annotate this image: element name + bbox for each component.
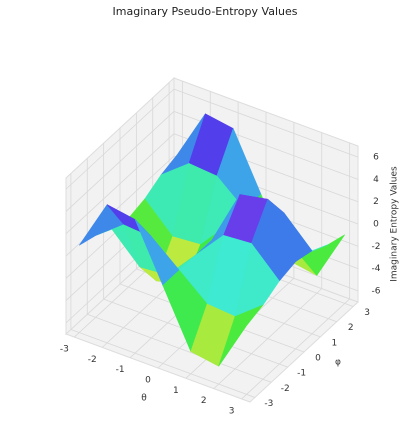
grid-line bbox=[70, 329, 256, 398]
grid-line bbox=[65, 111, 175, 212]
z-tick-label: -4 bbox=[372, 264, 381, 274]
x-axis-label: θ bbox=[141, 394, 147, 404]
y-tick-label: 3 bbox=[364, 308, 370, 318]
z-tick-label: 0 bbox=[373, 220, 379, 230]
surface-patch bbox=[218, 304, 264, 367]
grid-line bbox=[87, 313, 272, 383]
grid-line bbox=[173, 88, 359, 158]
z-tick-label: -6 bbox=[372, 286, 381, 296]
surface bbox=[79, 113, 345, 367]
x-tick-label: 1 bbox=[173, 386, 179, 396]
y-tick-label: -3 bbox=[264, 399, 273, 409]
y-tick-label: 1 bbox=[331, 338, 337, 348]
grid-line bbox=[65, 133, 175, 235]
x-tick-label: 3 bbox=[229, 406, 235, 416]
y-axis-label: φ bbox=[335, 358, 341, 368]
z-tick-label: -2 bbox=[372, 242, 381, 252]
labels: -3-2-10123-3-2-10123-6-4-20246θφImaginar… bbox=[60, 153, 400, 417]
y-tick-label: -1 bbox=[297, 369, 306, 379]
chart-title: Imaginary Pseudo-Entropy Values bbox=[113, 5, 298, 18]
y-tick-label: 0 bbox=[315, 354, 321, 364]
z-tick-label: 2 bbox=[373, 197, 379, 207]
x-tick-label: -3 bbox=[60, 345, 69, 355]
x-tick-label: -2 bbox=[88, 355, 97, 365]
y-tick-label: 2 bbox=[348, 323, 354, 333]
x-tick-label: 2 bbox=[201, 396, 207, 406]
z-axis-label: Imaginary Entropy Values bbox=[390, 166, 400, 282]
grid-line bbox=[65, 88, 175, 190]
x-tick-label: 0 bbox=[145, 376, 151, 386]
z-tick-label: 4 bbox=[373, 175, 379, 185]
y-tick-label: -2 bbox=[281, 384, 290, 394]
x-tick-label: -1 bbox=[116, 365, 125, 375]
z-tick-label: 6 bbox=[373, 153, 379, 163]
